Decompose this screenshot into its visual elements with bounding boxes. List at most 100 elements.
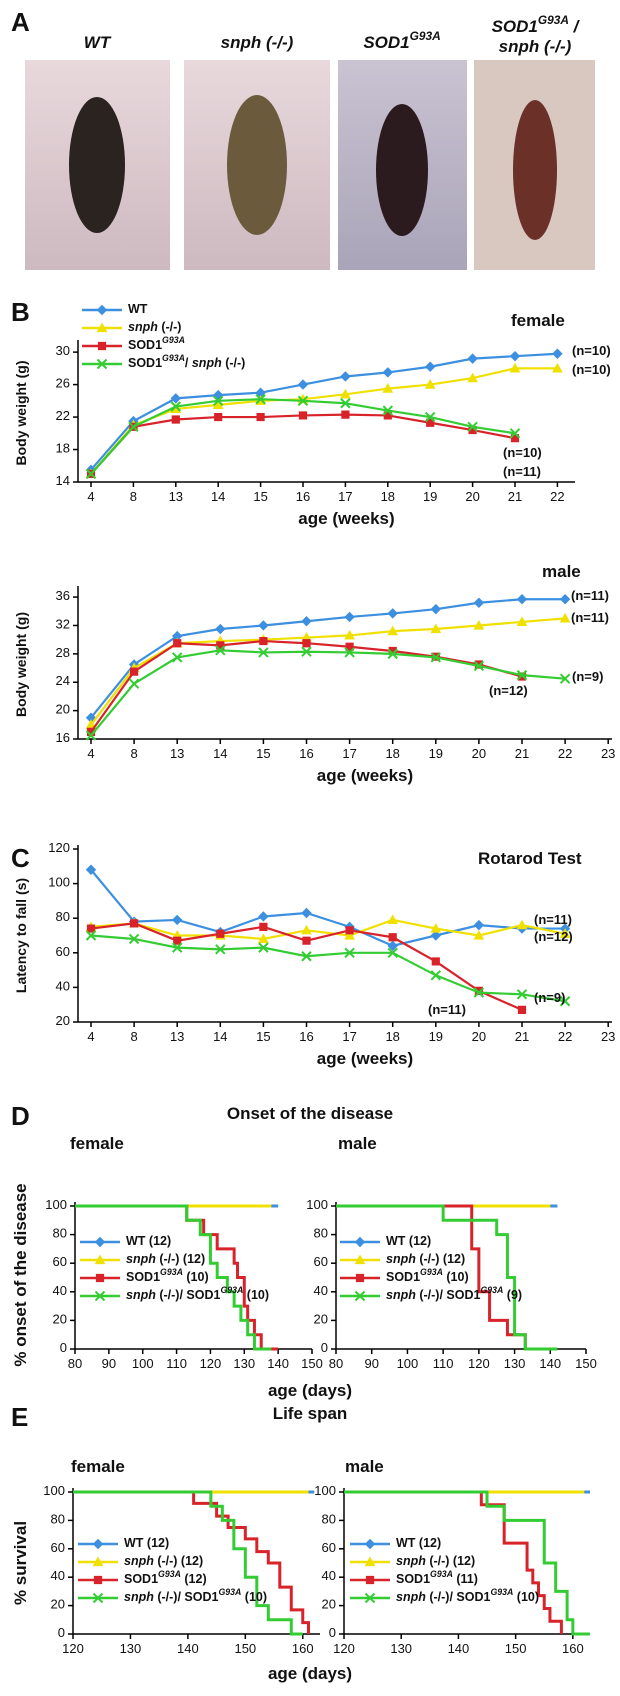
point	[473, 929, 485, 940]
y-tick-label: 0	[60, 1340, 67, 1355]
x-tick-label: 21	[515, 1029, 529, 1044]
y-axis-label: Latency to fall (s)	[13, 878, 29, 993]
y-tick-label: 100	[43, 1483, 65, 1498]
y-tick-label: 60	[314, 1255, 328, 1270]
point	[516, 616, 528, 627]
point	[430, 930, 442, 941]
x-axis-label: age (weeks)	[298, 509, 394, 528]
point	[424, 361, 436, 372]
point	[516, 669, 528, 681]
point	[509, 350, 521, 362]
x-tick-label: 150	[301, 1356, 323, 1371]
point	[255, 393, 266, 405]
panel-label: D	[11, 1101, 30, 1131]
point	[128, 933, 140, 945]
y-tick-label: 28	[56, 645, 70, 660]
point	[387, 608, 398, 619]
point	[552, 348, 563, 359]
y-tick-label: 0	[58, 1625, 65, 1640]
legend-marker	[355, 1273, 365, 1283]
legend-marker	[364, 1556, 376, 1567]
x-tick-label: 23	[601, 746, 615, 761]
annotation: (n=11)	[571, 610, 609, 625]
x-tick-label: 120	[62, 1641, 84, 1656]
point	[340, 371, 351, 382]
x-tick-label: 13	[169, 489, 183, 504]
legend-marker	[364, 1538, 376, 1550]
y-tick-label: 20	[322, 1597, 336, 1612]
point	[517, 1005, 527, 1014]
y-tick-label: 20	[51, 1597, 65, 1612]
x-tick-label: 120	[333, 1641, 355, 1656]
x-tick-label: 16	[299, 1029, 313, 1044]
photo-caption: SOD1G93A /	[492, 13, 581, 36]
x-tick-label: 8	[130, 489, 137, 504]
point	[430, 623, 442, 634]
survival-step	[336, 1204, 558, 1351]
y-tick-label: 40	[322, 1569, 336, 1584]
photo-panel	[25, 60, 595, 270]
legend-marker	[94, 1254, 106, 1265]
y-tick-label: 60	[51, 1540, 65, 1555]
y-tick-label: 80	[51, 1512, 65, 1527]
chart-title: female	[70, 1134, 124, 1153]
y-tick-label: 40	[53, 1283, 67, 1298]
point	[215, 623, 226, 635]
y-tick-label: 0	[329, 1625, 336, 1640]
legend-marker	[92, 1538, 104, 1550]
point	[516, 919, 528, 930]
legend-label: snph (-/-) (12)	[126, 1252, 205, 1266]
mouse	[513, 100, 557, 240]
point	[171, 652, 183, 663]
y-tick-label: 80	[56, 910, 70, 925]
point	[473, 597, 485, 608]
series-line	[90, 934, 566, 1003]
x-tick-label: 80	[68, 1356, 82, 1371]
photo-caption: snph (-/-)	[499, 37, 572, 56]
x-tick-label: 20	[472, 746, 486, 761]
x-tick-label: 17	[338, 489, 352, 504]
series-line	[90, 869, 566, 948]
x-tick-label: 120	[468, 1356, 490, 1371]
legend-label: snph (-/-) (12)	[386, 1252, 465, 1266]
legend-label: snph (-/-)	[128, 320, 181, 334]
x-tick-label: 160	[292, 1641, 314, 1656]
point	[559, 673, 571, 684]
x-tick-label: 100	[132, 1356, 154, 1371]
x-tick-label: 19	[429, 1029, 443, 1044]
photo-caption: SOD1G93A	[363, 29, 440, 52]
x-tick-label: 16	[296, 489, 310, 504]
x-tick-label: 19	[423, 489, 437, 504]
x-tick-label: 21	[508, 489, 522, 504]
point	[85, 730, 97, 741]
y-tick-label: 100	[45, 1197, 67, 1212]
y-tick-label: 100	[48, 875, 70, 890]
legend-label: WT (12)	[386, 1234, 431, 1248]
legend-marker	[96, 358, 108, 370]
point	[473, 919, 485, 931]
legend-label: WT (12)	[126, 1234, 171, 1248]
legend-label: SOD1G93A (12)	[124, 1569, 207, 1586]
x-tick-label: 130	[390, 1641, 412, 1656]
annotation: (n=12)	[489, 683, 528, 698]
x-tick-label: 13	[170, 746, 184, 761]
x-tick-label: 130	[120, 1641, 142, 1656]
point	[516, 594, 528, 605]
chart-title: male	[338, 1134, 377, 1153]
x-tick-label: 8	[130, 1029, 137, 1044]
legend-label: snph (-/-)/ SOD1G93A (10)	[126, 1285, 269, 1302]
y-tick-label: 22	[56, 408, 70, 423]
point	[467, 372, 478, 383]
x-tick-label: 21	[515, 746, 529, 761]
series-line	[90, 413, 516, 475]
x-tick-label: 90	[102, 1356, 116, 1371]
annotation: (n=10)	[503, 445, 542, 460]
annotation: (n=10)	[572, 343, 611, 358]
x-axis-label: age (days)	[268, 1664, 352, 1683]
x-tick-label: 22	[558, 746, 572, 761]
point	[301, 907, 312, 919]
x-tick-label: 14	[213, 746, 227, 761]
point	[430, 970, 442, 981]
x-tick-label: 130	[233, 1356, 255, 1371]
point	[258, 620, 269, 631]
